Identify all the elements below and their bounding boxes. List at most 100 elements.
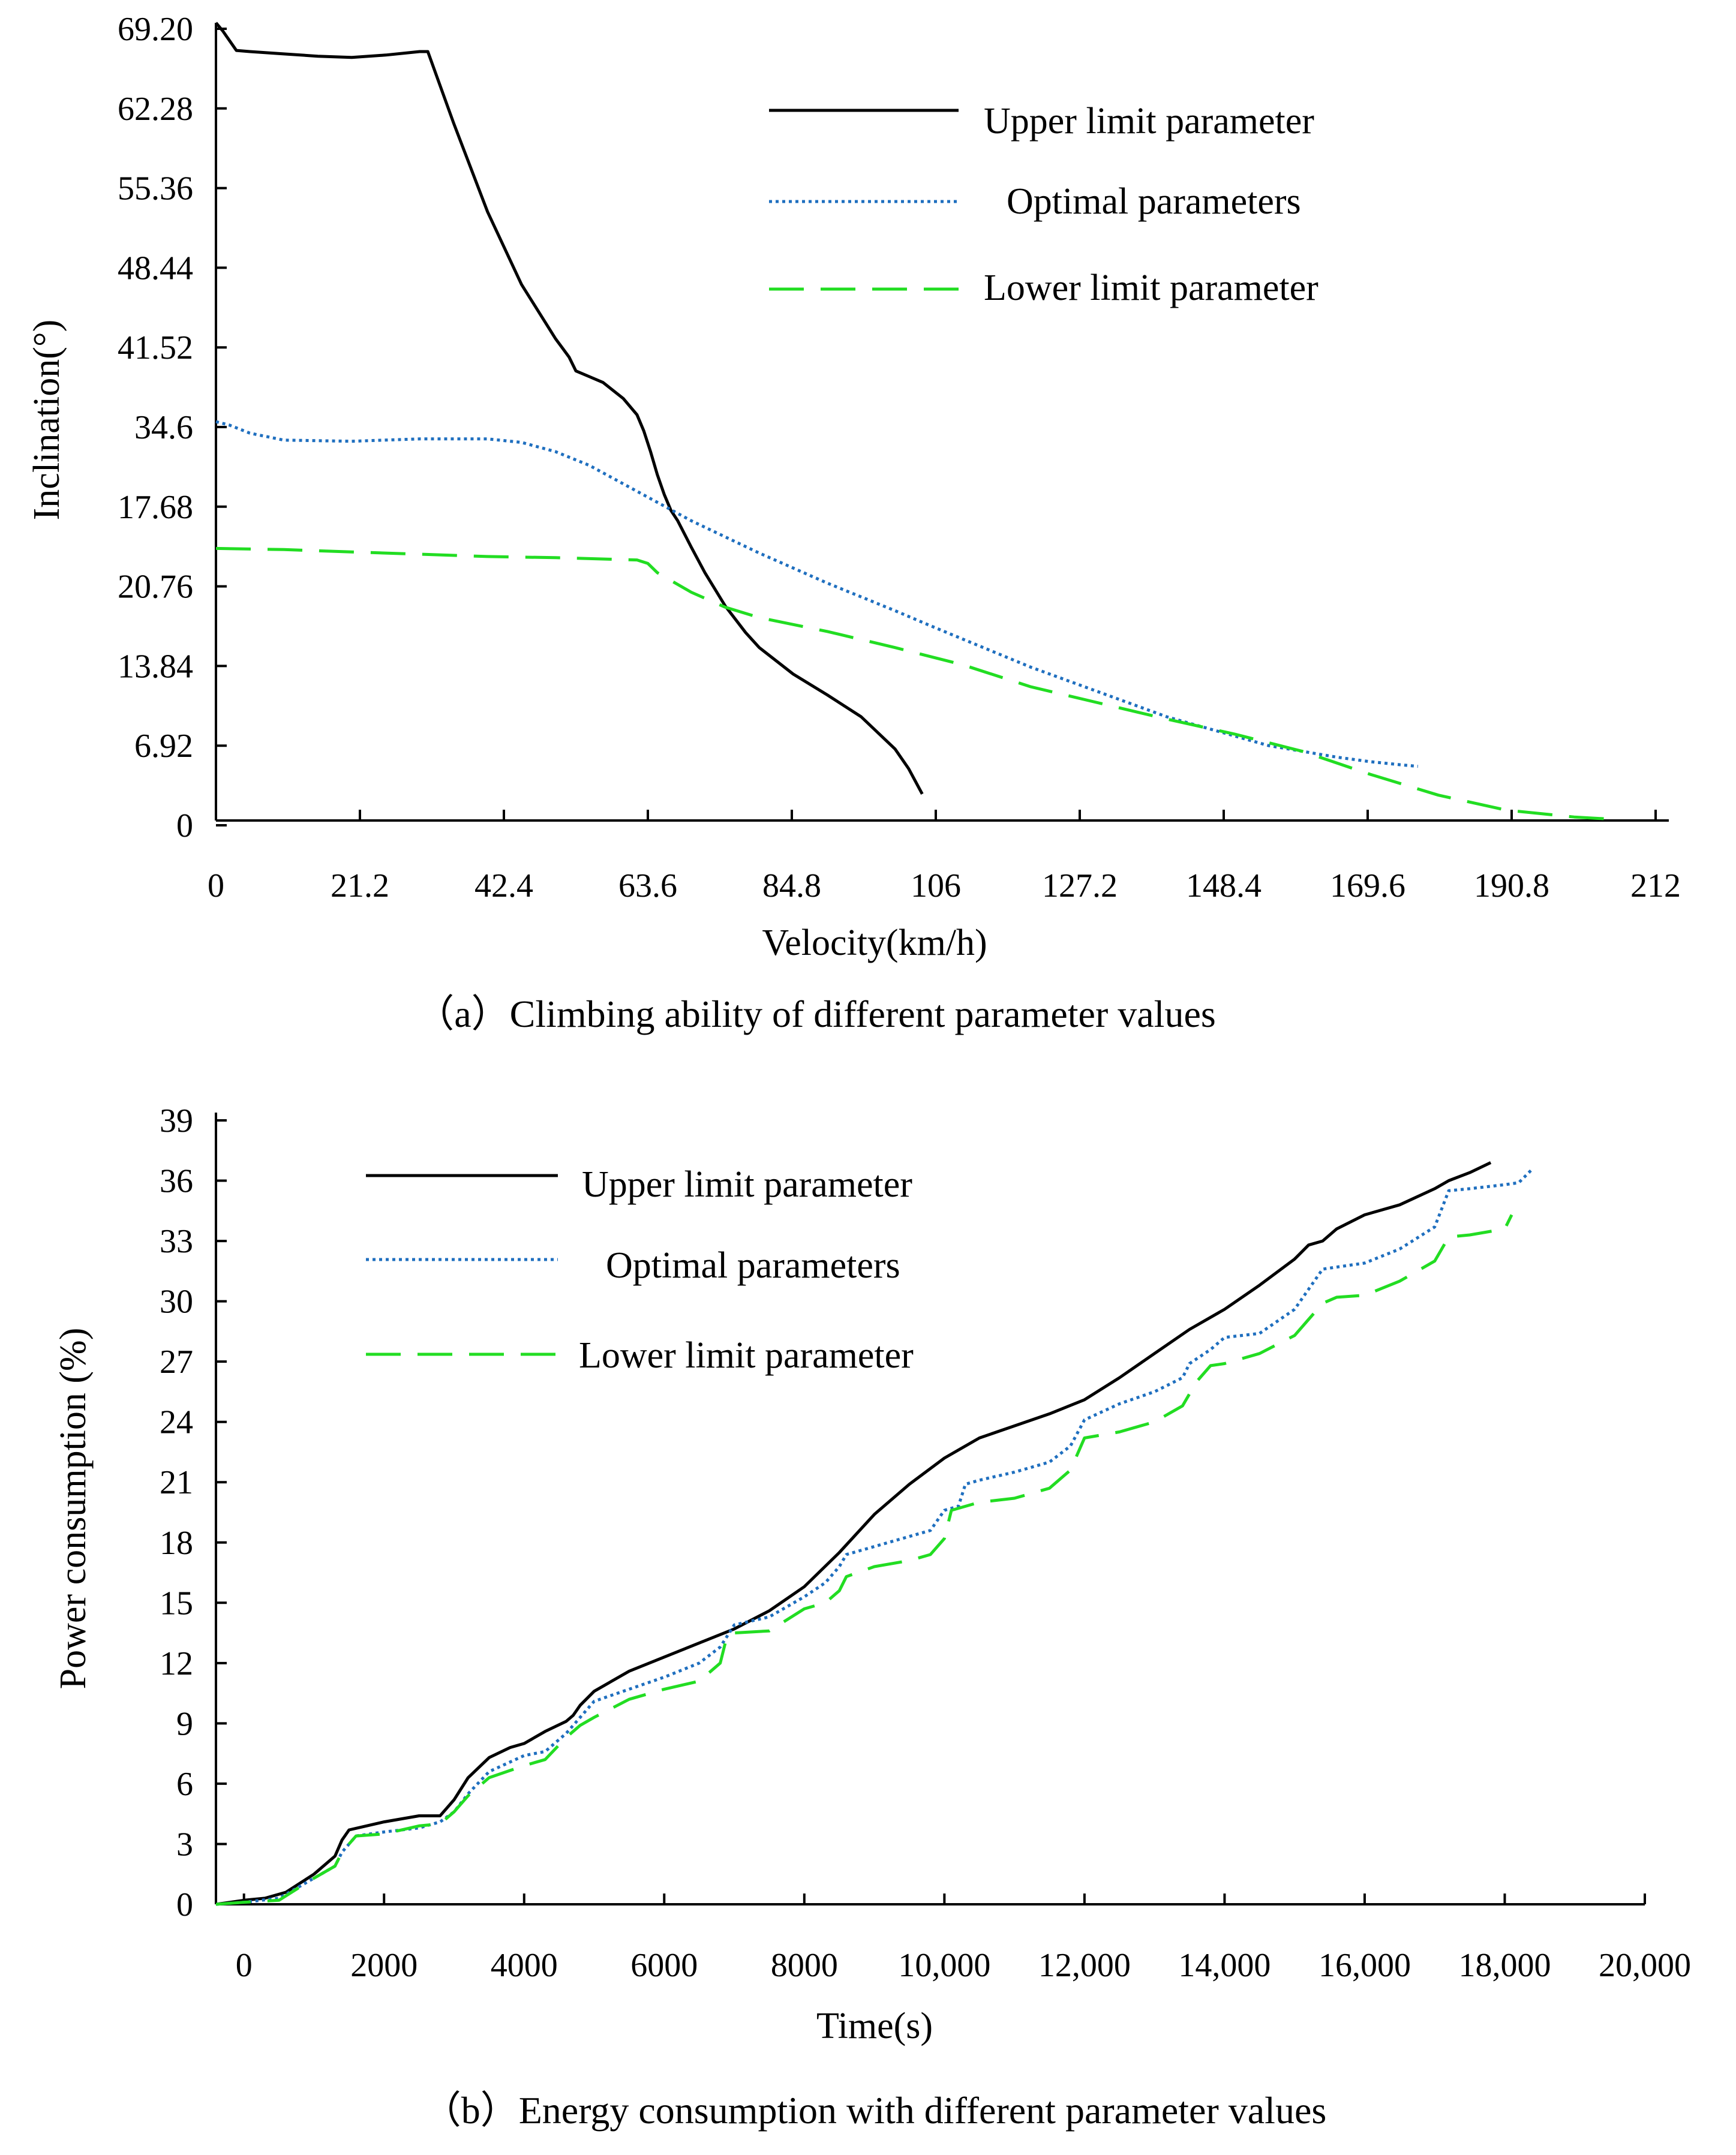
- chart-a-y-tick-label: 20.76: [118, 569, 193, 606]
- chart-b-x-tick-label: 10,000: [898, 1947, 990, 1984]
- chart-b-y-tick-label: 27: [160, 1344, 193, 1381]
- chart-a-y-axis-title: Inclination(°): [26, 320, 67, 521]
- chart-b-series-1-point: [1084, 1419, 1085, 1420]
- chart-a-series-0-point: [569, 356, 570, 357]
- chart-b-series-0-point: [579, 1705, 581, 1706]
- chart-b-series-0-point: [488, 1757, 489, 1758]
- chart-a-series-line-0: [215, 22, 924, 795]
- chart-a-series-1-point: [1031, 666, 1032, 668]
- chart-a-x-tick-label: 148.4: [1186, 867, 1262, 904]
- chart-b-series-1-point: [699, 1663, 700, 1664]
- chart-b-series-1-point: [1434, 1227, 1435, 1228]
- chart-b-x-tick-label: 14,000: [1178, 1947, 1271, 1984]
- chart-a-y-tick-label: 6.92: [134, 728, 193, 765]
- chart-a-series-2-point: [1506, 810, 1507, 811]
- chart-a-x-tick-label: 0: [208, 867, 224, 904]
- chart-b-series-0-point: [1490, 1162, 1491, 1163]
- chart-b-series-0-point: [1399, 1204, 1400, 1206]
- chart-b-series-2-point: [846, 1576, 847, 1577]
- chart-a-series-2-point: [1438, 795, 1439, 796]
- chart-b-series-0-point: [314, 1874, 315, 1875]
- chart-a-legend: Upper limit parameter Optimal parameters…: [769, 101, 1318, 308]
- chart-b-series-1-point: [965, 1484, 966, 1485]
- chart-b-series-2-point: [440, 1823, 441, 1825]
- chart-a-series-1-point: [657, 502, 658, 503]
- chart-b-series-2-point: [944, 1538, 945, 1539]
- chart-b-x-axis-title: Time(s): [816, 2006, 933, 2046]
- chart-a-series-0-point: [894, 749, 896, 750]
- chart-a-series-1-point: [894, 610, 896, 611]
- chart-b-series-1-point: [579, 1717, 581, 1718]
- chart-b-series-1-point: [1224, 1337, 1225, 1338]
- chart-a-series-0-point: [671, 510, 672, 511]
- chart-a-series-1-point: [215, 421, 217, 422]
- chart-b-legend-label-upper: Upper limit parameter: [582, 1164, 912, 1205]
- chart-b-series-1-point: [825, 1582, 826, 1583]
- chart-b-series-0-point: [349, 1829, 350, 1831]
- chart-b-series-1-point: [488, 1771, 489, 1772]
- chart-b-series-line-2: [215, 1214, 1513, 1906]
- chart-b-series-0-point: [453, 1799, 455, 1801]
- chart-b-series-1-point: [1189, 1363, 1190, 1364]
- chart-a-series-1-point: [250, 432, 251, 434]
- chart-a-series-2-point: [636, 560, 638, 561]
- chart-a-series-0-point: [561, 347, 563, 348]
- chart-a-x-tick-label: 169.6: [1330, 867, 1405, 904]
- chart-b-series-1-point: [1336, 1267, 1337, 1268]
- chart-b-series-1-point: [1308, 1289, 1309, 1290]
- chart-b-y-tick-label: 6: [176, 1766, 193, 1803]
- chart-b-series-2-point: [594, 1717, 595, 1718]
- chart-a-series-0-point: [453, 122, 454, 124]
- chart-b-series-1-point: [1259, 1333, 1260, 1334]
- chart-b-series-2-point: [663, 1688, 665, 1690]
- chart-b-series-0-point: [440, 1816, 441, 1817]
- chart-b-series-2-point: [979, 1502, 980, 1503]
- chart-a-series-1-point: [283, 440, 284, 441]
- chart-b-series-1-point: [545, 1751, 546, 1752]
- chart-b-series-0-point: [573, 1715, 574, 1716]
- chart-a-y-tick-label: 0: [176, 807, 193, 844]
- chart-b-series-0-point: [1189, 1329, 1190, 1330]
- chart-b-series-2-point: [1210, 1365, 1211, 1366]
- chart-a-series-1-point: [935, 627, 936, 629]
- chart-b-series-0-point: [594, 1691, 595, 1692]
- chart-a-series-0-point: [222, 31, 223, 32]
- chart-a-series-2-point: [894, 647, 896, 648]
- chart-b-y-tick-label: 15: [160, 1585, 193, 1622]
- chart-b-series-2-point: [1259, 1353, 1260, 1354]
- chart-a-series-0-point: [759, 647, 760, 648]
- chart-a-series-0-point: [663, 494, 665, 495]
- chart-b-series-2-point: [383, 1834, 385, 1835]
- chart-b-series-0-point: [244, 1899, 245, 1901]
- chart-b-series-1-point: [629, 1688, 630, 1690]
- chart-b-series-2-point: [356, 1835, 357, 1837]
- chart-b-series-2-point: [314, 1877, 315, 1879]
- chart-b-series-1-point: [1182, 1377, 1183, 1378]
- chart-a-y-tick-label: 55.36: [118, 170, 193, 208]
- chart-b-series-2-point: [566, 1737, 567, 1738]
- chart-b-series-0-point: [509, 1747, 510, 1748]
- chart-b-series-0-point: [1322, 1240, 1323, 1242]
- chart-b-series-1-point: [768, 1616, 770, 1618]
- chart-b-series-2-point: [341, 1852, 343, 1853]
- chart-b-series-1-point: [524, 1755, 525, 1756]
- chart-b-series-2-point: [1504, 1228, 1506, 1230]
- chart-b-legend-label-lower: Lower limit parameter: [579, 1335, 914, 1376]
- chart-b-series-1-point: [1294, 1309, 1295, 1310]
- chart-a-series-0-point: [487, 211, 488, 212]
- chart-b-series-0-point: [909, 1484, 910, 1485]
- chart-a-y-ticks: 69.20 62.28 55.36 48.44 41.52 34.6 17.68 20.76 1…: [118, 11, 227, 844]
- chart-b-x-tick-label: 12,000: [1038, 1947, 1131, 1984]
- chart-a-series-1-point: [419, 438, 421, 440]
- chart-b-series-0-point: [663, 1657, 665, 1658]
- chart-b-series-0-point: [804, 1586, 805, 1588]
- chart-b-series-2-point: [488, 1777, 489, 1778]
- chart-a-series-2-point: [1098, 702, 1100, 704]
- chart-b-x-tick-label: 20,000: [1599, 1947, 1691, 1984]
- chart-b-series-2-point: [1119, 1431, 1120, 1432]
- chart-b-series-0-point: [979, 1438, 980, 1439]
- chart-a-caption: （a）Climbing ability of different paramet…: [416, 993, 1216, 1035]
- chart-a-series-0-point: [650, 451, 651, 452]
- chart-a-series-1-point: [1336, 756, 1337, 758]
